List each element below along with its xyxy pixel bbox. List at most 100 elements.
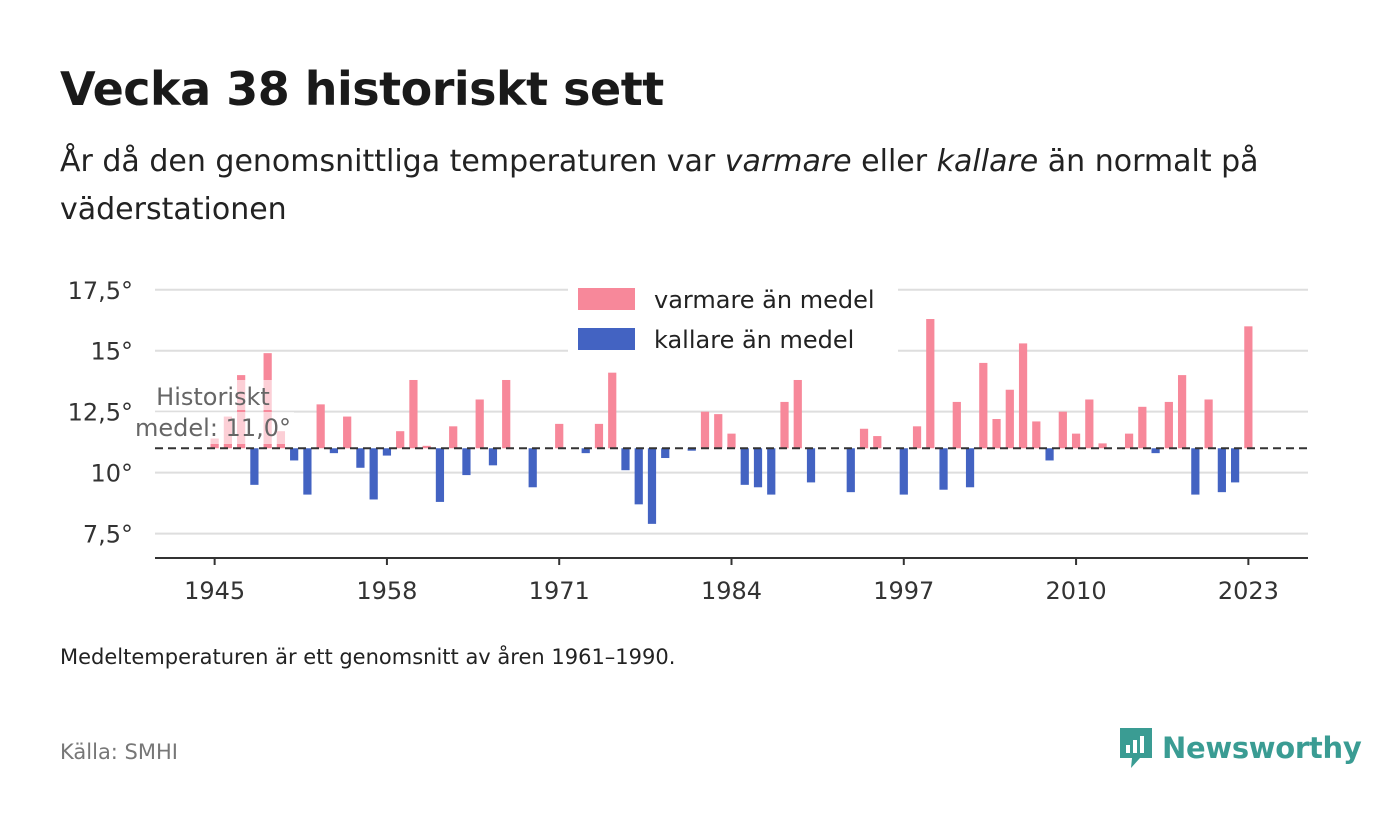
bar-cold: [1045, 448, 1054, 461]
bar-cold: [806, 448, 816, 483]
x-tick-label: 1971: [529, 577, 590, 605]
bar-warm: [952, 401, 961, 449]
bar-cold: [435, 448, 445, 502]
bar-cold: [290, 448, 299, 461]
newsworthy-logo-text: Newsworthy: [1162, 731, 1362, 765]
bar-warm: [859, 428, 869, 449]
bar-cold: [1151, 448, 1160, 454]
bar-warm: [1177, 375, 1187, 449]
bar-warm: [502, 379, 511, 449]
y-tick-label: 15°: [90, 338, 133, 366]
bar-warm: [992, 419, 1001, 449]
x-tick-label: 1945: [184, 577, 245, 605]
bar-warm: [1058, 411, 1067, 449]
chart-subtitle: År då den genomsnittliga temperaturen va…: [60, 138, 1310, 234]
bar-cold: [621, 448, 630, 471]
bar-warm: [396, 431, 405, 449]
bar-cold: [581, 448, 590, 454]
bar-cold: [965, 448, 975, 488]
x-tick-label: 1984: [701, 577, 762, 605]
y-tick-label: 12,5°: [68, 399, 133, 427]
x-tick-label: 1958: [356, 577, 417, 605]
bar-warm: [594, 423, 604, 449]
bar-cold: [899, 448, 908, 495]
bar-cold: [687, 448, 696, 451]
bar-cold: [939, 448, 948, 490]
bar-warm: [1204, 399, 1213, 449]
bar-warm: [714, 414, 723, 449]
legend-label-warm: varmare än medel: [654, 286, 875, 314]
baseline-label: medel: 11,0°: [135, 414, 291, 442]
baseline-label-backdrop: [150, 380, 278, 410]
bar-warm: [555, 423, 564, 449]
baseline-label-backdrop: [132, 412, 294, 444]
bar-warm: [979, 362, 988, 449]
legend-swatch-cold: [578, 328, 635, 350]
baseline-label: Historiskt: [156, 383, 270, 411]
bar-warm: [409, 379, 418, 449]
newsworthy-logo[interactable]: Newsworthy: [1118, 726, 1362, 770]
bar-warm: [793, 379, 802, 449]
bar-cold: [753, 448, 763, 488]
bar-warm: [1018, 343, 1028, 449]
bar-warm: [237, 375, 246, 449]
bar-cold: [369, 448, 378, 500]
bar-cold: [462, 448, 471, 476]
subtitle-emphasis-warm: varmare: [724, 144, 852, 179]
chart-footnote: Medeltemperaturen är ett genomsnitt av å…: [60, 645, 676, 669]
bar-cold: [382, 448, 392, 456]
bar-cold: [303, 448, 312, 495]
bar-warm: [727, 433, 736, 449]
bar-warm: [1085, 399, 1094, 449]
source-credit: Källa: SMHI: [60, 740, 178, 764]
bar-warm: [926, 319, 935, 449]
subtitle-text-2: eller: [851, 144, 937, 179]
bar-warm: [1124, 433, 1134, 449]
bar-warm: [700, 411, 710, 449]
bar-cold: [1217, 448, 1226, 493]
bar-cold: [250, 448, 259, 485]
bar-warm: [449, 426, 458, 449]
bar-warm: [475, 399, 484, 449]
bar-cold: [767, 448, 776, 495]
y-tick-label: 17,5°: [68, 277, 133, 305]
bar-warm: [1138, 406, 1147, 449]
bar-warm: [1164, 401, 1173, 449]
legend-swatch-warm: [578, 288, 635, 310]
newsworthy-logo-icon: [1120, 728, 1152, 768]
bar-cold: [488, 448, 498, 466]
bar-warm: [912, 426, 922, 449]
bar-cold: [329, 448, 339, 454]
subtitle-text-3: än normalt på väderstationen: [60, 144, 1259, 227]
chart-title: Vecka 38 historiskt sett: [60, 62, 664, 116]
bar-warm: [1244, 326, 1253, 449]
subtitle-emphasis-cold: kallare: [936, 144, 1039, 179]
bar-cold: [647, 448, 657, 524]
bar-warm: [1032, 421, 1041, 449]
bar-cold: [1191, 448, 1200, 495]
bar-cold: [356, 448, 365, 468]
bar-warm: [1098, 443, 1107, 449]
legend-label-cold: kallare än medel: [654, 326, 854, 354]
bar-cold: [846, 448, 855, 493]
bar-warm: [343, 416, 352, 449]
bar-warm: [873, 436, 882, 449]
subtitle-text-1: År då den genomsnittliga temperaturen va…: [60, 144, 725, 179]
bar-cold: [740, 448, 749, 485]
bar-warm: [780, 401, 789, 449]
bar-warm: [1005, 389, 1014, 449]
bar-warm: [1071, 433, 1081, 449]
bar-warm: [608, 372, 617, 449]
x-tick-label: 1997: [873, 577, 934, 605]
bar-warm: [422, 445, 431, 449]
bar-cold: [634, 448, 643, 505]
y-tick-label: 7,5°: [83, 521, 133, 549]
bar-cold: [661, 448, 670, 459]
bar-cold: [528, 448, 537, 488]
bar-cold: [1231, 448, 1240, 483]
bar-warm: [316, 404, 325, 449]
x-tick-label: 2023: [1218, 577, 1279, 605]
x-tick-label: 2010: [1046, 577, 1107, 605]
y-tick-label: 10°: [90, 460, 133, 488]
